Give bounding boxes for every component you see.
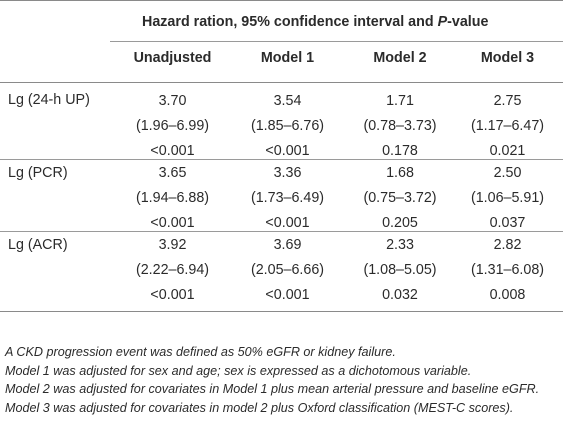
p-value: <0.001 [150,143,195,159]
row-label: Lg (PCR) [8,165,68,181]
p-value: 0.178 [382,143,418,159]
title-underline [110,41,563,42]
table-cell: 3.36 (1.73–6.49) <0.001 [235,161,340,236]
table-cell: 1.68 (0.75–3.72) 0.205 [345,161,455,236]
confidence-interval: (0.78–3.73) [363,118,437,134]
table-cell: 3.69 (2.05–6.66) <0.001 [235,233,340,308]
table-title-italic: P [437,14,448,30]
row-divider [0,231,563,232]
column-header-model-1: Model 1 [260,50,315,66]
p-value: <0.001 [265,215,310,231]
footnote: Model 1 was adjusted for sex and age; se… [5,363,472,378]
confidence-interval: (1.06–5.91) [470,190,545,206]
hazard-ratio: 3.69 [273,237,302,253]
table-cell: 1.71 (0.78–3.73) 0.178 [345,89,455,164]
table-cell: 2.50 (1.06–5.91) 0.037 [455,161,560,236]
column-header-model-3: Model 3 [480,50,535,66]
p-value: 0.037 [489,215,526,231]
column-header-model-2: Model 2 [373,50,427,66]
hazard-ratio: 1.71 [386,93,414,109]
p-value: 0.008 [489,287,526,303]
confidence-interval: (1.96–6.99) [135,118,210,134]
hazard-ratio: 3.65 [158,165,187,181]
hazard-ratio: 2.75 [493,93,522,109]
table-cell: 3.70 (1.96–6.99) <0.001 [110,89,235,164]
hazard-ratio: 2.82 [493,237,522,253]
confidence-interval: (1.85–6.76) [250,118,325,134]
hazard-ratio: 1.68 [386,165,414,181]
row-divider [0,159,563,160]
table-cell: 3.92 (2.22–6.94) <0.001 [110,233,235,308]
table-title-suffix: -value [447,14,489,30]
footnote: Model 3 was adjusted for covariates in m… [5,400,514,415]
confidence-interval: (2.05–6.66) [250,262,325,278]
table-cell: 2.75 (1.17–6.47) 0.021 [455,89,560,164]
row-label: Lg (24-h UP) [8,92,90,108]
p-value: <0.001 [265,143,310,159]
hazard-ratio: 3.36 [273,165,302,181]
confidence-interval: (1.17–6.47) [470,118,545,134]
table-title-prefix: Hazard ration, 95% confidence interval a… [142,14,438,30]
hazard-ratio: 3.54 [273,93,302,109]
p-value: 0.205 [382,215,418,231]
table-footnotes: A CKD progression event was defined as 5… [5,343,558,417]
hazard-ratio: 3.70 [158,93,187,109]
p-value: 0.032 [382,287,418,303]
confidence-interval: (1.73–6.49) [250,190,325,206]
footnote: A CKD progression event was defined as 5… [5,345,396,359]
header-bottom-rule [0,82,563,83]
p-value: <0.001 [265,287,310,303]
confidence-interval: (1.08–5.05) [363,262,437,278]
p-value: <0.001 [150,287,195,303]
column-header-unadjusted: Unadjusted [133,50,212,66]
table-cell: 3.54 (1.85–6.76) <0.001 [235,89,340,164]
confidence-interval: (1.31–6.08) [470,262,545,278]
table-cell: 3.65 (1.94–6.88) <0.001 [110,161,235,236]
row-label: Lg (ACR) [8,237,68,253]
table-cell: 2.33 (1.08–5.05) 0.032 [345,233,455,308]
table-top-rule [0,0,563,1]
confidence-interval: (0.75–3.72) [363,190,437,206]
confidence-interval: (2.22–6.94) [135,262,210,278]
hazard-ratio: 2.33 [386,237,414,253]
p-value: <0.001 [150,215,195,231]
footnote: Model 2 was adjusted for covariates in M… [5,382,540,396]
confidence-interval: (1.94–6.88) [135,190,210,206]
table-cell: 2.82 (1.31–6.08) 0.008 [455,233,560,308]
p-value: 0.021 [489,143,526,159]
hazard-ratio: 3.92 [158,237,187,253]
table-title: Hazard ration, 95% confidence interval a… [142,13,488,31]
hazard-ratio: 2.50 [493,165,522,181]
table-bottom-rule [0,311,563,312]
